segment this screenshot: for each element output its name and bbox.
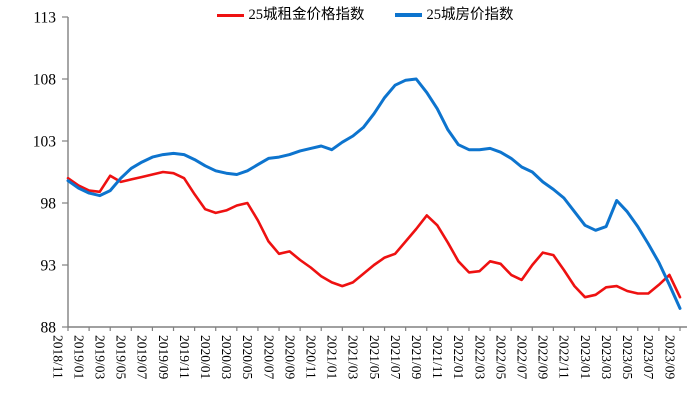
x-axis-tick-label: 2023/09: [662, 335, 677, 380]
x-axis-tick-label: 2018/11: [50, 335, 65, 379]
x-axis-tick-label: 2022/01: [451, 335, 466, 379]
x-axis-tick-label: 2022/07: [515, 335, 530, 380]
x-axis-tick-label: 2023/03: [599, 335, 614, 380]
x-axis-tick-label: 2020/07: [261, 335, 276, 380]
x-axis-tick-label: 2020/11: [304, 335, 319, 379]
x-axis-tick-label: 2021/09: [409, 335, 424, 380]
x-axis-tick-label: 2021/05: [367, 335, 382, 380]
x-axis-tick-label: 2022/11: [557, 335, 572, 379]
x-axis-tick-label: 2021/01: [325, 335, 340, 379]
x-axis-tick-label: 2021/07: [388, 335, 403, 380]
x-axis-tick-label: 2020/09: [282, 335, 297, 380]
x-axis-tick-label: 2019/03: [92, 335, 107, 380]
y-axis-tick-label: 113: [33, 9, 56, 26]
x-axis-tick-label: 2022/03: [472, 335, 487, 380]
x-axis-tick-label: 2023/07: [641, 335, 656, 380]
x-axis-tick-label: 2021/11: [430, 335, 445, 379]
house-price-index-line: [66, 77, 682, 310]
x-axis-tick-label: 2023/05: [620, 335, 635, 380]
y-axis-tick-label: 98: [41, 195, 57, 212]
x-axis-tick-label: 2019/09: [156, 335, 171, 380]
x-axis-tick-label: 2019/01: [71, 335, 86, 379]
y-axis-tick-label: 93: [41, 257, 57, 274]
x-axis-tick-label: 2022/05: [493, 335, 508, 380]
y-axis-tick-label: 108: [33, 71, 57, 88]
x-axis-tick-label: 2019/07: [135, 335, 150, 380]
x-axis-tick-label: 2019/11: [177, 335, 192, 379]
x-axis-tick-label: 2023/01: [578, 335, 593, 379]
x-axis-tick-label: 2021/03: [346, 335, 361, 380]
y-axis-tick-label: 103: [33, 133, 57, 150]
y-axis-tick-label: 88: [41, 319, 57, 336]
rent-index-line: [66, 170, 682, 299]
x-axis-tick-label: 2019/05: [114, 335, 129, 380]
x-axis-tick-label: 2020/05: [240, 335, 255, 380]
x-axis-tick-label: 2020/01: [198, 335, 213, 379]
x-axis-tick-label: 2020/03: [219, 335, 234, 380]
x-axis-tick-label: 2022/09: [536, 335, 551, 380]
